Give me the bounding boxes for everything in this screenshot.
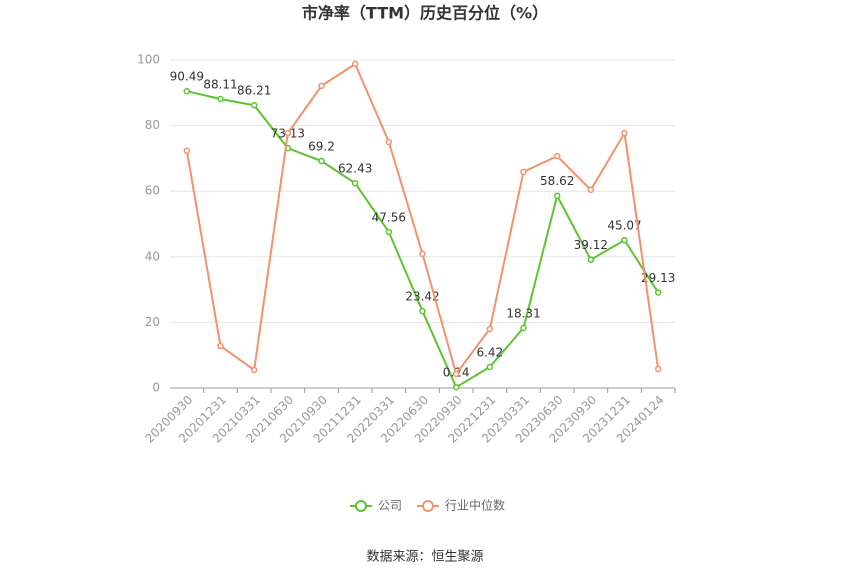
point: [217, 342, 224, 350]
point: [520, 324, 527, 332]
data-label: 45.07: [607, 219, 641, 233]
point: [419, 307, 426, 315]
y-tick-label: 80: [145, 118, 160, 132]
point: [419, 250, 426, 258]
point: [486, 363, 494, 371]
point: [318, 157, 325, 165]
point: [284, 129, 292, 137]
data-label: 62.43: [338, 162, 372, 176]
point: [318, 82, 325, 90]
point: [183, 87, 191, 95]
legend-label: 行业中位数: [445, 498, 505, 513]
data-label: 88.11: [203, 77, 237, 91]
point: [250, 101, 258, 109]
legend-marker: [422, 500, 434, 512]
point: [654, 289, 662, 296]
point: [553, 152, 561, 160]
point: [385, 138, 393, 146]
data-label: 6.42: [476, 345, 503, 359]
point: [351, 60, 359, 68]
point: [587, 256, 595, 263]
data-label: 23.42: [405, 290, 439, 304]
y-tick-label: 100: [137, 53, 160, 67]
point: [587, 186, 595, 194]
data-label: 18.31: [506, 306, 540, 320]
point: [385, 228, 393, 236]
legend-item[interactable]: 行业中位数: [417, 498, 505, 513]
data-label: 58.62: [540, 174, 574, 188]
point: [452, 383, 460, 391]
y-tick-label: 40: [145, 249, 160, 263]
data-label: 86.21: [237, 84, 271, 98]
y-tick-label: 0: [152, 381, 160, 395]
y-tick-label: 20: [145, 315, 160, 329]
point: [654, 365, 662, 373]
point: [452, 370, 460, 378]
point: [351, 179, 359, 187]
point: [250, 366, 258, 374]
legend-item[interactable]: 公司: [350, 499, 402, 513]
data-label: 29.13: [641, 271, 675, 285]
point: [520, 168, 527, 176]
point: [621, 236, 628, 244]
point: [217, 95, 224, 103]
source: 数据来源：恒生聚源: [366, 550, 483, 565]
chart-title: 市净率（TTM）历史百分位（%）: [302, 4, 548, 23]
point: [183, 147, 191, 155]
legend-marker: [355, 500, 367, 512]
point: [553, 192, 561, 199]
data-label: 69.2: [308, 140, 335, 154]
data-label: 39.12: [574, 238, 608, 252]
point: [486, 325, 494, 333]
data-label: 47.56: [372, 211, 406, 225]
legend-label: 公司: [378, 499, 402, 513]
y-tick-label: 60: [145, 184, 160, 198]
point: [621, 129, 628, 137]
data-label: 90.49: [170, 70, 204, 84]
